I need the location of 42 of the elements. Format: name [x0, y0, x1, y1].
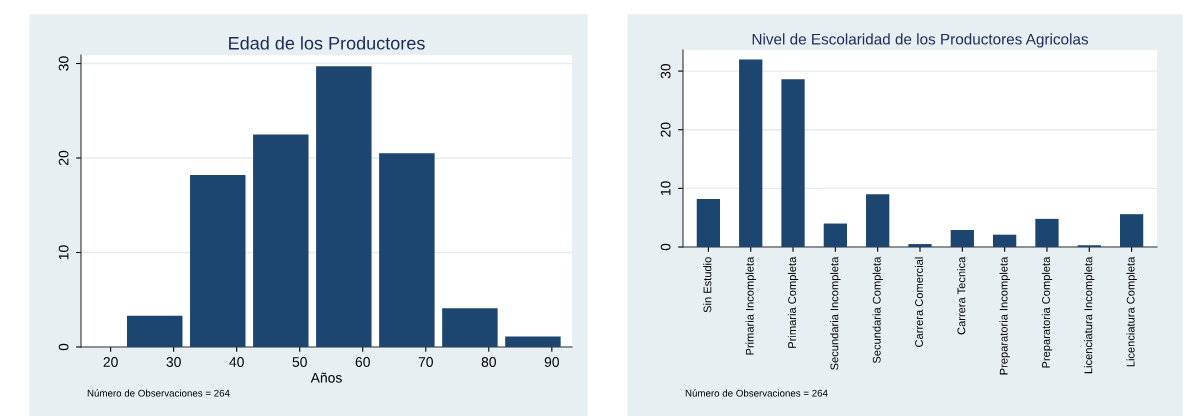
- x-tick-label: 70: [418, 357, 433, 367]
- x-tick-label: Preparatoria Completa: [1041, 256, 1053, 368]
- y-tick-label: 0: [660, 243, 671, 251]
- y-tick-label: 20: [660, 122, 671, 137]
- y-tick-label: 20: [58, 150, 69, 166]
- bar: [781, 79, 805, 247]
- x-tick-label: 40: [229, 357, 244, 367]
- bar: [1119, 214, 1144, 247]
- y-tick-label: 10: [58, 245, 69, 260]
- y-tick-label: 10: [660, 181, 671, 196]
- x-tick-label: Licenciatura Completa: [1126, 256, 1137, 367]
- x-tick-label: Licenciatura Incompleta: [1084, 256, 1095, 374]
- y-tick-label: 30: [660, 63, 671, 79]
- chart-title: Nivel de Escolaridad de los Productores Agricolas: [752, 33, 1089, 48]
- text: Número de Observaciones = 264: [685, 389, 828, 397]
- text: Número de Observaciones = 264: [87, 389, 230, 397]
- bar: [1035, 218, 1059, 247]
- x-tick-label: Secundaria Incompleta: [830, 256, 841, 370]
- x-tick-label: 80: [481, 357, 496, 367]
- x-tick-label: 30: [166, 357, 181, 367]
- x-tick-label: Preparatoria Incompleta: [999, 256, 1010, 375]
- bar: [993, 234, 1017, 247]
- x-tick-label: Primaria Incompleta: [745, 256, 756, 355]
- x-tick-label: 60: [355, 357, 370, 367]
- x-tick-label: Carrera Comercial: [914, 257, 923, 347]
- y-tick-label: 0: [58, 343, 69, 351]
- bar: [866, 194, 890, 247]
- bar: [823, 223, 847, 247]
- x-tick-label: Sin Estudio: [703, 257, 712, 313]
- bar: [739, 59, 763, 247]
- x-tick-label: Carrera Tecnica: [957, 256, 966, 335]
- x-tick-label: Secundaria Completa: [872, 256, 883, 364]
- x-tick-label: 90: [544, 357, 560, 367]
- bar: [950, 230, 974, 247]
- x-tick-label: Primaria Completa: [787, 256, 799, 348]
- bar: [696, 198, 721, 247]
- x-axis-title: Años: [310, 372, 342, 383]
- x-tick-label: 20: [103, 357, 118, 367]
- y-tick-label: 30: [58, 56, 69, 71]
- x-tick-label: 50: [292, 357, 307, 367]
- bar: [908, 244, 932, 247]
- chart-title: Edad de los Productores: [229, 36, 425, 50]
